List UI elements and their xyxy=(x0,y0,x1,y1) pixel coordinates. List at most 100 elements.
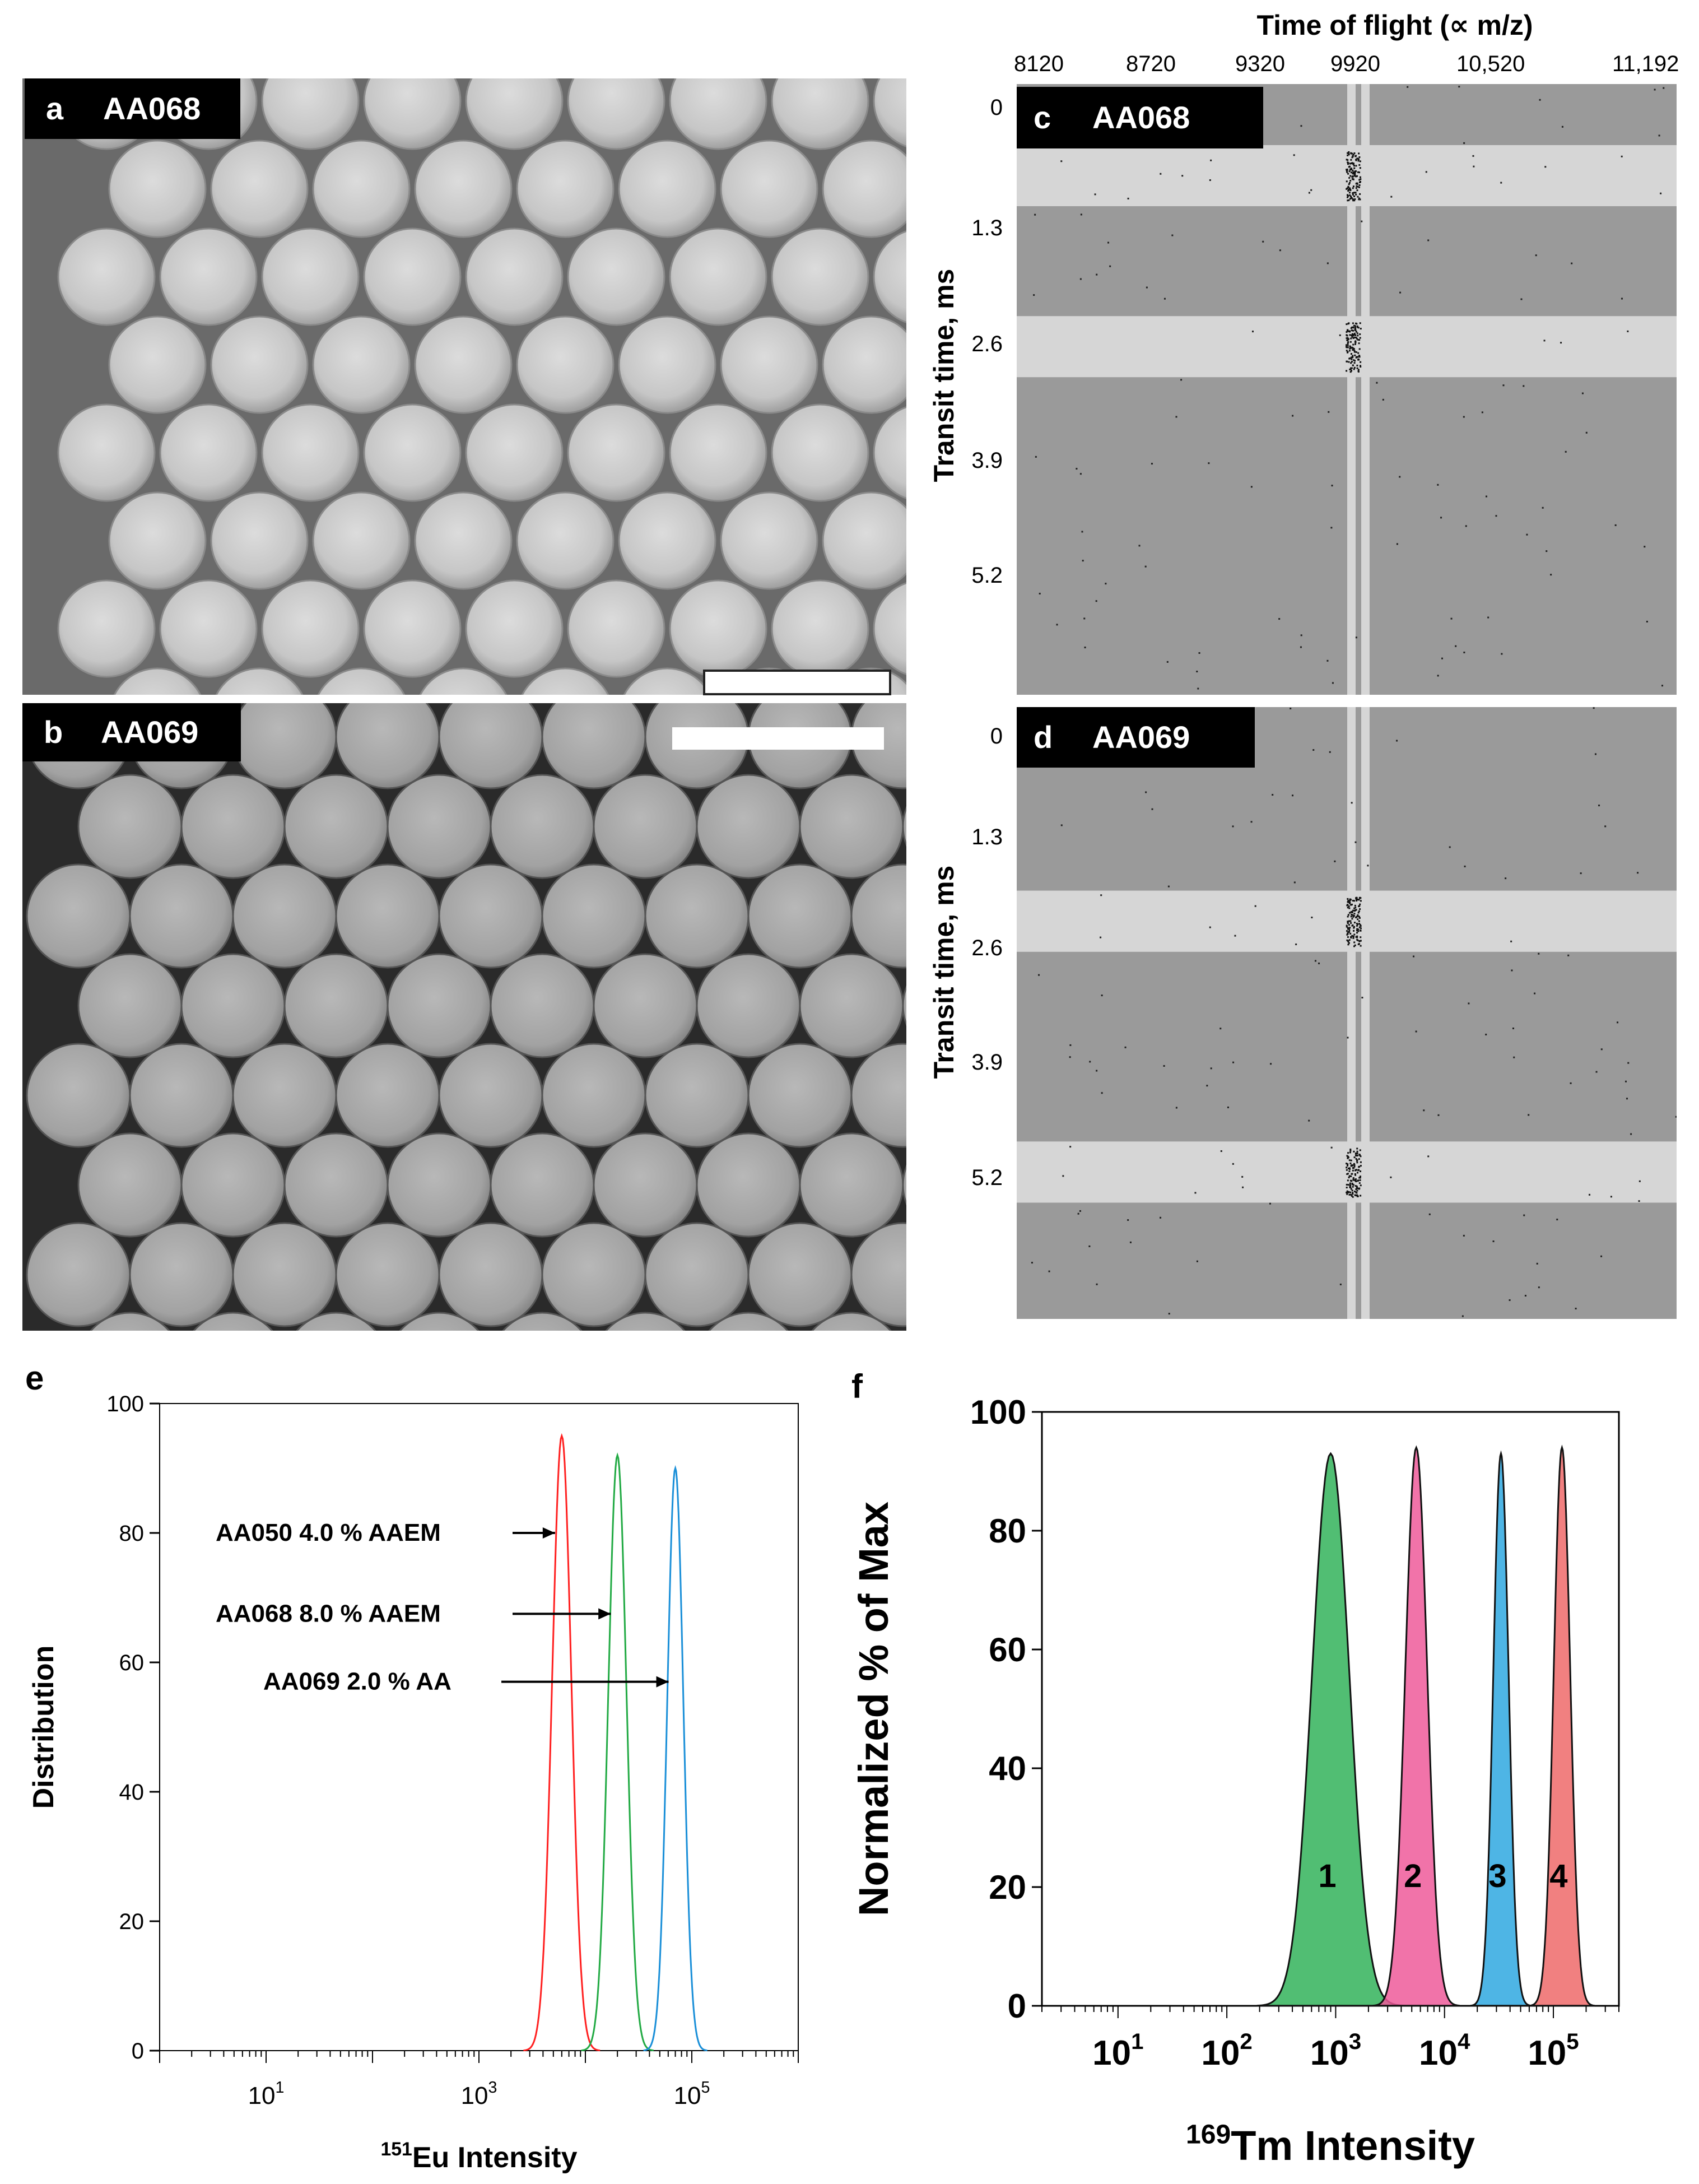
ion-event xyxy=(1347,928,1349,930)
noise-event xyxy=(1458,86,1460,87)
noise-event xyxy=(1575,1308,1577,1309)
noise-event xyxy=(1152,808,1153,810)
noise-event xyxy=(1292,794,1293,796)
ion-event xyxy=(1350,937,1352,938)
noise-event xyxy=(1310,189,1312,191)
noise-event xyxy=(1615,524,1617,526)
ion-event xyxy=(1352,1170,1354,1172)
sample-name: AA068 xyxy=(1092,87,1190,148)
microsphere xyxy=(721,492,817,589)
noise-event xyxy=(1544,340,1546,341)
noise-event xyxy=(1176,1107,1177,1109)
ion-event xyxy=(1347,933,1348,935)
ion-event xyxy=(1360,1195,1361,1197)
microsphere xyxy=(439,1223,542,1326)
noise-event xyxy=(1252,331,1254,332)
noise-event xyxy=(1556,1219,1558,1220)
noise-event xyxy=(1088,1246,1090,1247)
noise-event xyxy=(1562,126,1563,128)
noise-event xyxy=(1128,198,1129,199)
ion-event xyxy=(1351,356,1352,358)
microsphere xyxy=(721,317,817,413)
noise-event xyxy=(1211,1067,1212,1069)
microsphere xyxy=(364,580,460,677)
noise-event xyxy=(1272,794,1273,796)
microsphere xyxy=(568,405,664,501)
microsphere xyxy=(211,492,308,589)
microsphere xyxy=(233,1044,336,1147)
ion-event xyxy=(1349,1150,1351,1151)
noise-event xyxy=(1049,1271,1050,1272)
microsphere xyxy=(619,317,715,413)
noise-event xyxy=(1502,384,1504,386)
ion-event xyxy=(1351,197,1353,199)
noise-event xyxy=(1487,617,1489,619)
noise-event xyxy=(1069,1146,1071,1147)
noise-event xyxy=(1464,866,1466,867)
microsphere xyxy=(262,580,359,677)
y-tick-label: 100 xyxy=(970,1393,1026,1431)
microsphere xyxy=(78,775,181,878)
noise-event xyxy=(1329,751,1331,753)
ion-event xyxy=(1360,337,1361,339)
noise-event xyxy=(1096,1070,1097,1072)
noise-event xyxy=(1308,1120,1310,1122)
ion-event xyxy=(1358,1154,1360,1156)
microsphere xyxy=(491,1133,594,1237)
noise-event xyxy=(1567,955,1569,956)
ion-event xyxy=(1346,925,1348,927)
noise-event xyxy=(1441,658,1443,659)
ion-event xyxy=(1353,933,1355,935)
ion-event xyxy=(1353,926,1355,928)
microsphere xyxy=(645,865,748,968)
ion-event xyxy=(1354,1195,1356,1196)
noise-event xyxy=(1565,451,1567,453)
tof-background xyxy=(1017,707,1677,1319)
microsphere xyxy=(594,775,697,878)
noise-event xyxy=(1416,1031,1417,1033)
ion-event xyxy=(1354,905,1356,907)
ion-event xyxy=(1346,170,1348,172)
noise-event xyxy=(1206,1085,1208,1086)
ion-event xyxy=(1352,937,1354,939)
noise-event xyxy=(1163,1065,1165,1067)
ion-event xyxy=(1358,355,1360,356)
ion-event xyxy=(1353,913,1355,914)
ion-event xyxy=(1357,914,1358,916)
noise-event xyxy=(1081,213,1082,215)
ion-event xyxy=(1349,180,1351,182)
ion-event xyxy=(1357,899,1358,900)
ion-event xyxy=(1353,185,1354,187)
noise-event xyxy=(1525,1295,1526,1297)
ion-event xyxy=(1349,1183,1351,1184)
ion-event xyxy=(1353,1151,1354,1153)
ion-event xyxy=(1352,187,1354,189)
noise-event xyxy=(1301,634,1302,636)
tof-x-tick: 8720 xyxy=(1126,52,1176,77)
microsphere xyxy=(645,1044,748,1147)
ion-event xyxy=(1358,921,1360,922)
noise-event xyxy=(1078,1213,1079,1215)
ion-event xyxy=(1358,944,1360,945)
microsphere xyxy=(388,775,491,878)
ion-event xyxy=(1352,178,1354,180)
ion-event xyxy=(1351,176,1353,178)
ion-event xyxy=(1351,1188,1352,1189)
noise-event xyxy=(1437,484,1439,486)
panel-d xyxy=(1017,707,1677,1319)
microsphere xyxy=(233,1223,336,1326)
y-tick-label: 60 xyxy=(989,1631,1026,1669)
ion-event xyxy=(1349,192,1351,193)
panel-b-label: b AA069 xyxy=(22,703,241,761)
microsphere xyxy=(285,954,388,1057)
noise-event xyxy=(1300,647,1302,648)
noise-event xyxy=(1675,1116,1677,1118)
noise-event xyxy=(1278,618,1280,620)
ion-event xyxy=(1346,323,1347,325)
noise-event xyxy=(1101,1092,1103,1094)
noise-event xyxy=(1168,886,1170,887)
peak-number-label: 1 xyxy=(1318,1858,1336,1894)
ion-event xyxy=(1354,922,1356,923)
ion-event xyxy=(1360,1179,1361,1181)
